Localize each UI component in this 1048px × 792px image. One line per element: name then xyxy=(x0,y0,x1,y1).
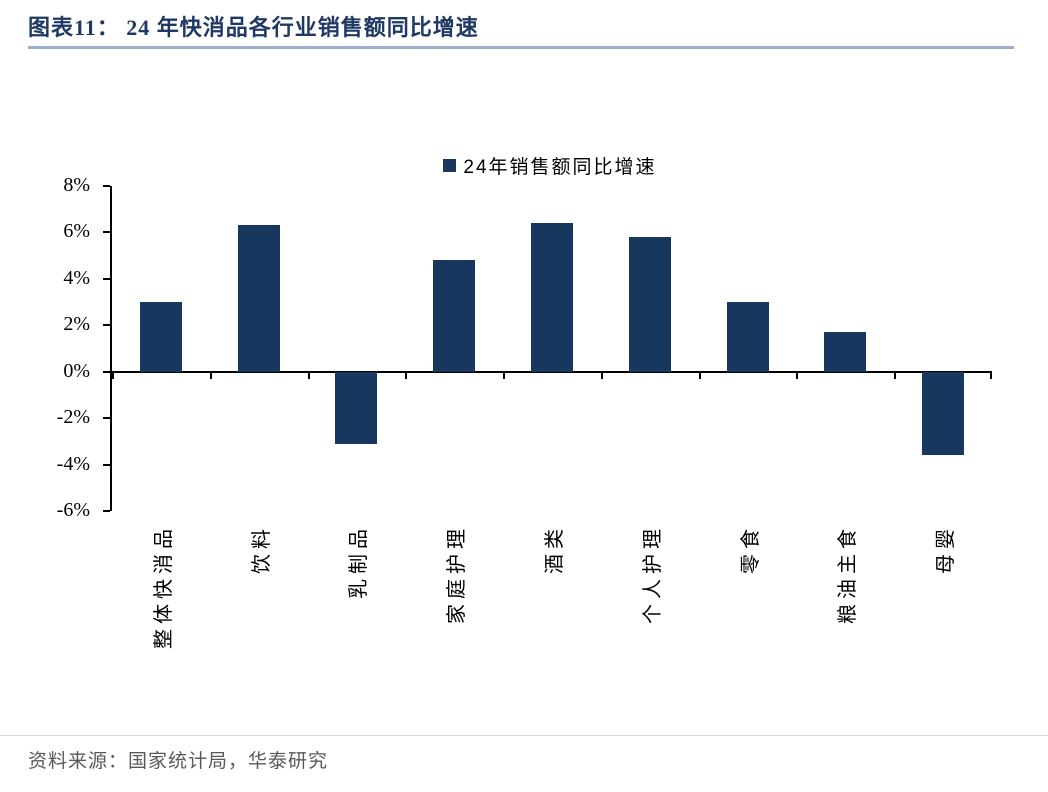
y-axis-tick xyxy=(103,463,110,466)
y-axis-label: 2% xyxy=(63,313,90,336)
x-axis-label: 家庭护理 xyxy=(446,524,469,624)
x-axis-tick xyxy=(894,371,897,379)
source-note: 资料来源：国家统计局，华泰研究 xyxy=(28,751,329,772)
y-axis-tick xyxy=(103,231,110,234)
x-axis-labels: 整体快消品 饮料 乳制品 家庭护理 酒类 个人护理 零食 粮油主食 母婴 xyxy=(110,524,990,709)
y-axis-label: -6% xyxy=(56,499,90,521)
x-axis-tick xyxy=(112,371,114,379)
x-axis-label: 乳制品 xyxy=(348,524,371,599)
y-axis-label: -2% xyxy=(56,406,90,429)
legend-label: 24年销售额同比增速 xyxy=(463,157,657,178)
x-axis-tick xyxy=(209,371,212,379)
y-axis-label: 6% xyxy=(63,220,90,243)
bar xyxy=(433,260,476,372)
y-axis-tick xyxy=(103,510,110,512)
bar xyxy=(139,302,182,372)
y-axis-tick xyxy=(103,417,110,420)
bar xyxy=(824,332,867,372)
x-axis-label: 个人护理 xyxy=(641,524,664,624)
x-axis-label: 母婴 xyxy=(935,524,958,574)
x-axis-label: 整体快消品 xyxy=(152,524,175,649)
bar xyxy=(628,237,671,372)
y-axis-labels: 8% 6% 4% 2% 0% -2% -4% -6% xyxy=(0,174,98,521)
x-axis-tick xyxy=(698,371,701,379)
bar xyxy=(922,371,965,456)
legend-swatch xyxy=(443,159,457,172)
x-axis-tick xyxy=(600,371,603,379)
plot-area xyxy=(103,185,992,512)
y-axis-tick xyxy=(103,277,110,280)
bar xyxy=(726,302,769,372)
x-axis-tick xyxy=(307,371,310,379)
bar xyxy=(531,223,573,372)
y-axis-label: 8% xyxy=(63,174,90,196)
x-axis-label: 酒类 xyxy=(544,524,566,574)
title-divider xyxy=(28,46,1014,49)
y-axis-tick xyxy=(103,324,110,327)
x-axis-label: 饮料 xyxy=(250,524,273,574)
x-axis-tick xyxy=(990,371,992,379)
x-axis-line xyxy=(112,370,992,373)
footer-divider xyxy=(0,735,1048,736)
y-axis-label: 4% xyxy=(63,266,90,289)
x-axis-label: 粮油主食 xyxy=(837,524,860,624)
bar xyxy=(237,225,280,372)
y-axis-label: -4% xyxy=(56,452,90,475)
y-axis-tick xyxy=(103,185,110,187)
bar xyxy=(335,371,378,444)
y-axis-tick xyxy=(103,370,110,373)
chart-title: 图表11： 24 年快消品各行业销售额同比增速 xyxy=(28,15,479,40)
x-axis-tick xyxy=(503,371,506,379)
y-axis-label: 0% xyxy=(63,359,90,382)
x-axis-label: 零食 xyxy=(739,524,762,574)
x-axis-tick xyxy=(796,371,799,379)
x-axis-tick xyxy=(405,371,408,379)
chart-legend: 24年销售额同比增速 xyxy=(110,152,990,179)
